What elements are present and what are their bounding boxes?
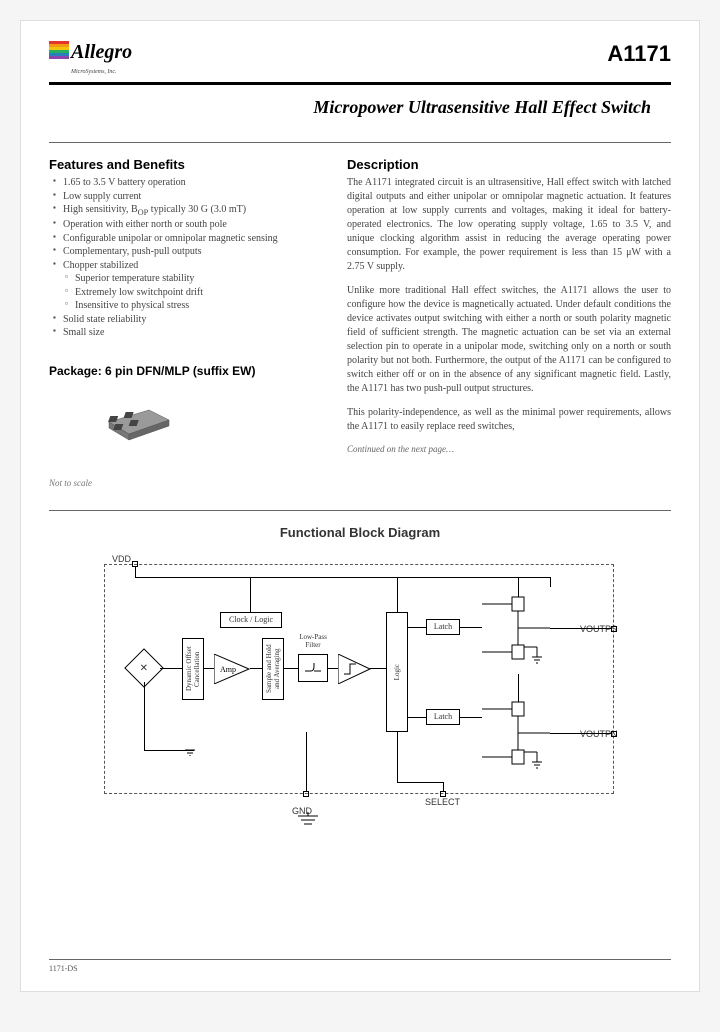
package-image [89,392,179,452]
comparator-icon [338,654,374,687]
divider [49,142,671,143]
block-logic: Logic [386,612,408,732]
block-latch-bottom: Latch [426,709,460,725]
company-logo: Allegro MicroSystems, Inc. [49,41,132,76]
feature-item: 1.65 to 3.5 V battery operation [53,176,319,190]
output-driver-top [482,592,552,675]
description-paragraph: This polarity-independence, as well as t… [347,406,671,434]
block-sample-hold: Sample and Hold and Averaging [262,638,284,700]
part-number: A1171 [607,41,671,67]
feature-item: Configurable unipolar or omnipolar magne… [53,232,319,246]
feature-item: Chopper stabilized [53,259,319,273]
package-heading: Package: 6 pin DFN/MLP (suffix EW) [49,364,319,378]
description-heading: Description [347,157,671,172]
feature-item: High sensitivity, BOP typically 30 G (3.… [53,203,319,218]
feature-item: Solid state reliability [53,313,319,327]
block-lpf: Low-Pass Filter [298,654,328,682]
ground-symbol-icon [185,746,203,759]
continued-label: Continued on the next page… [347,444,671,454]
logo-subtext: MicroSystems, Inc. [71,69,117,75]
feature-sub-item: Extremely low switchpoint drift [65,286,319,300]
description-paragraph: Unlike more traditional Hall effect swit… [347,284,671,396]
page-footer: 1171-DS [49,959,671,973]
diagram-heading: Functional Block Diagram [49,525,671,540]
description-paragraph: The A1171 integrated circuit is an ultra… [347,176,671,274]
logo-text: Allegro [71,41,132,63]
doc-id: 1171-DS [49,964,78,973]
block-amp: Amp [214,654,254,687]
block-clock-logic: Clock / Logic [220,612,282,628]
page-title: Micropower Ultrasensitive Hall Effect Sw… [49,97,651,118]
block-latch-top: Latch [426,619,460,635]
functional-block-diagram: VDD GND SELECT VOUTPS VOUTPN ✕ Dynamic O… [90,554,630,824]
not-to-scale-label: Not to scale [49,478,319,488]
pin-vdd: VDD [112,554,131,564]
features-heading: Features and Benefits [49,157,319,172]
feature-item: Low supply current [53,190,319,204]
feature-sub-item: Insensitive to physical stress [65,299,319,313]
divider [49,510,671,511]
output-driver-bottom [482,697,552,780]
block-doc: Dynamic Offset Cancellation [182,638,204,700]
feature-item: Complementary, push-pull outputs [53,245,319,259]
pin-select: SELECT [425,797,460,807]
feature-item: Small size [53,326,319,340]
page-header: Allegro MicroSystems, Inc. A1171 [49,41,671,85]
features-list: 1.65 to 3.5 V battery operation Low supp… [49,176,319,340]
svg-text:Amp: Amp [220,665,236,674]
ground-symbol-icon [296,812,320,829]
feature-item: Operation with either north or south pol… [53,218,319,232]
feature-sub-item: Superior temperature stability [65,272,319,286]
